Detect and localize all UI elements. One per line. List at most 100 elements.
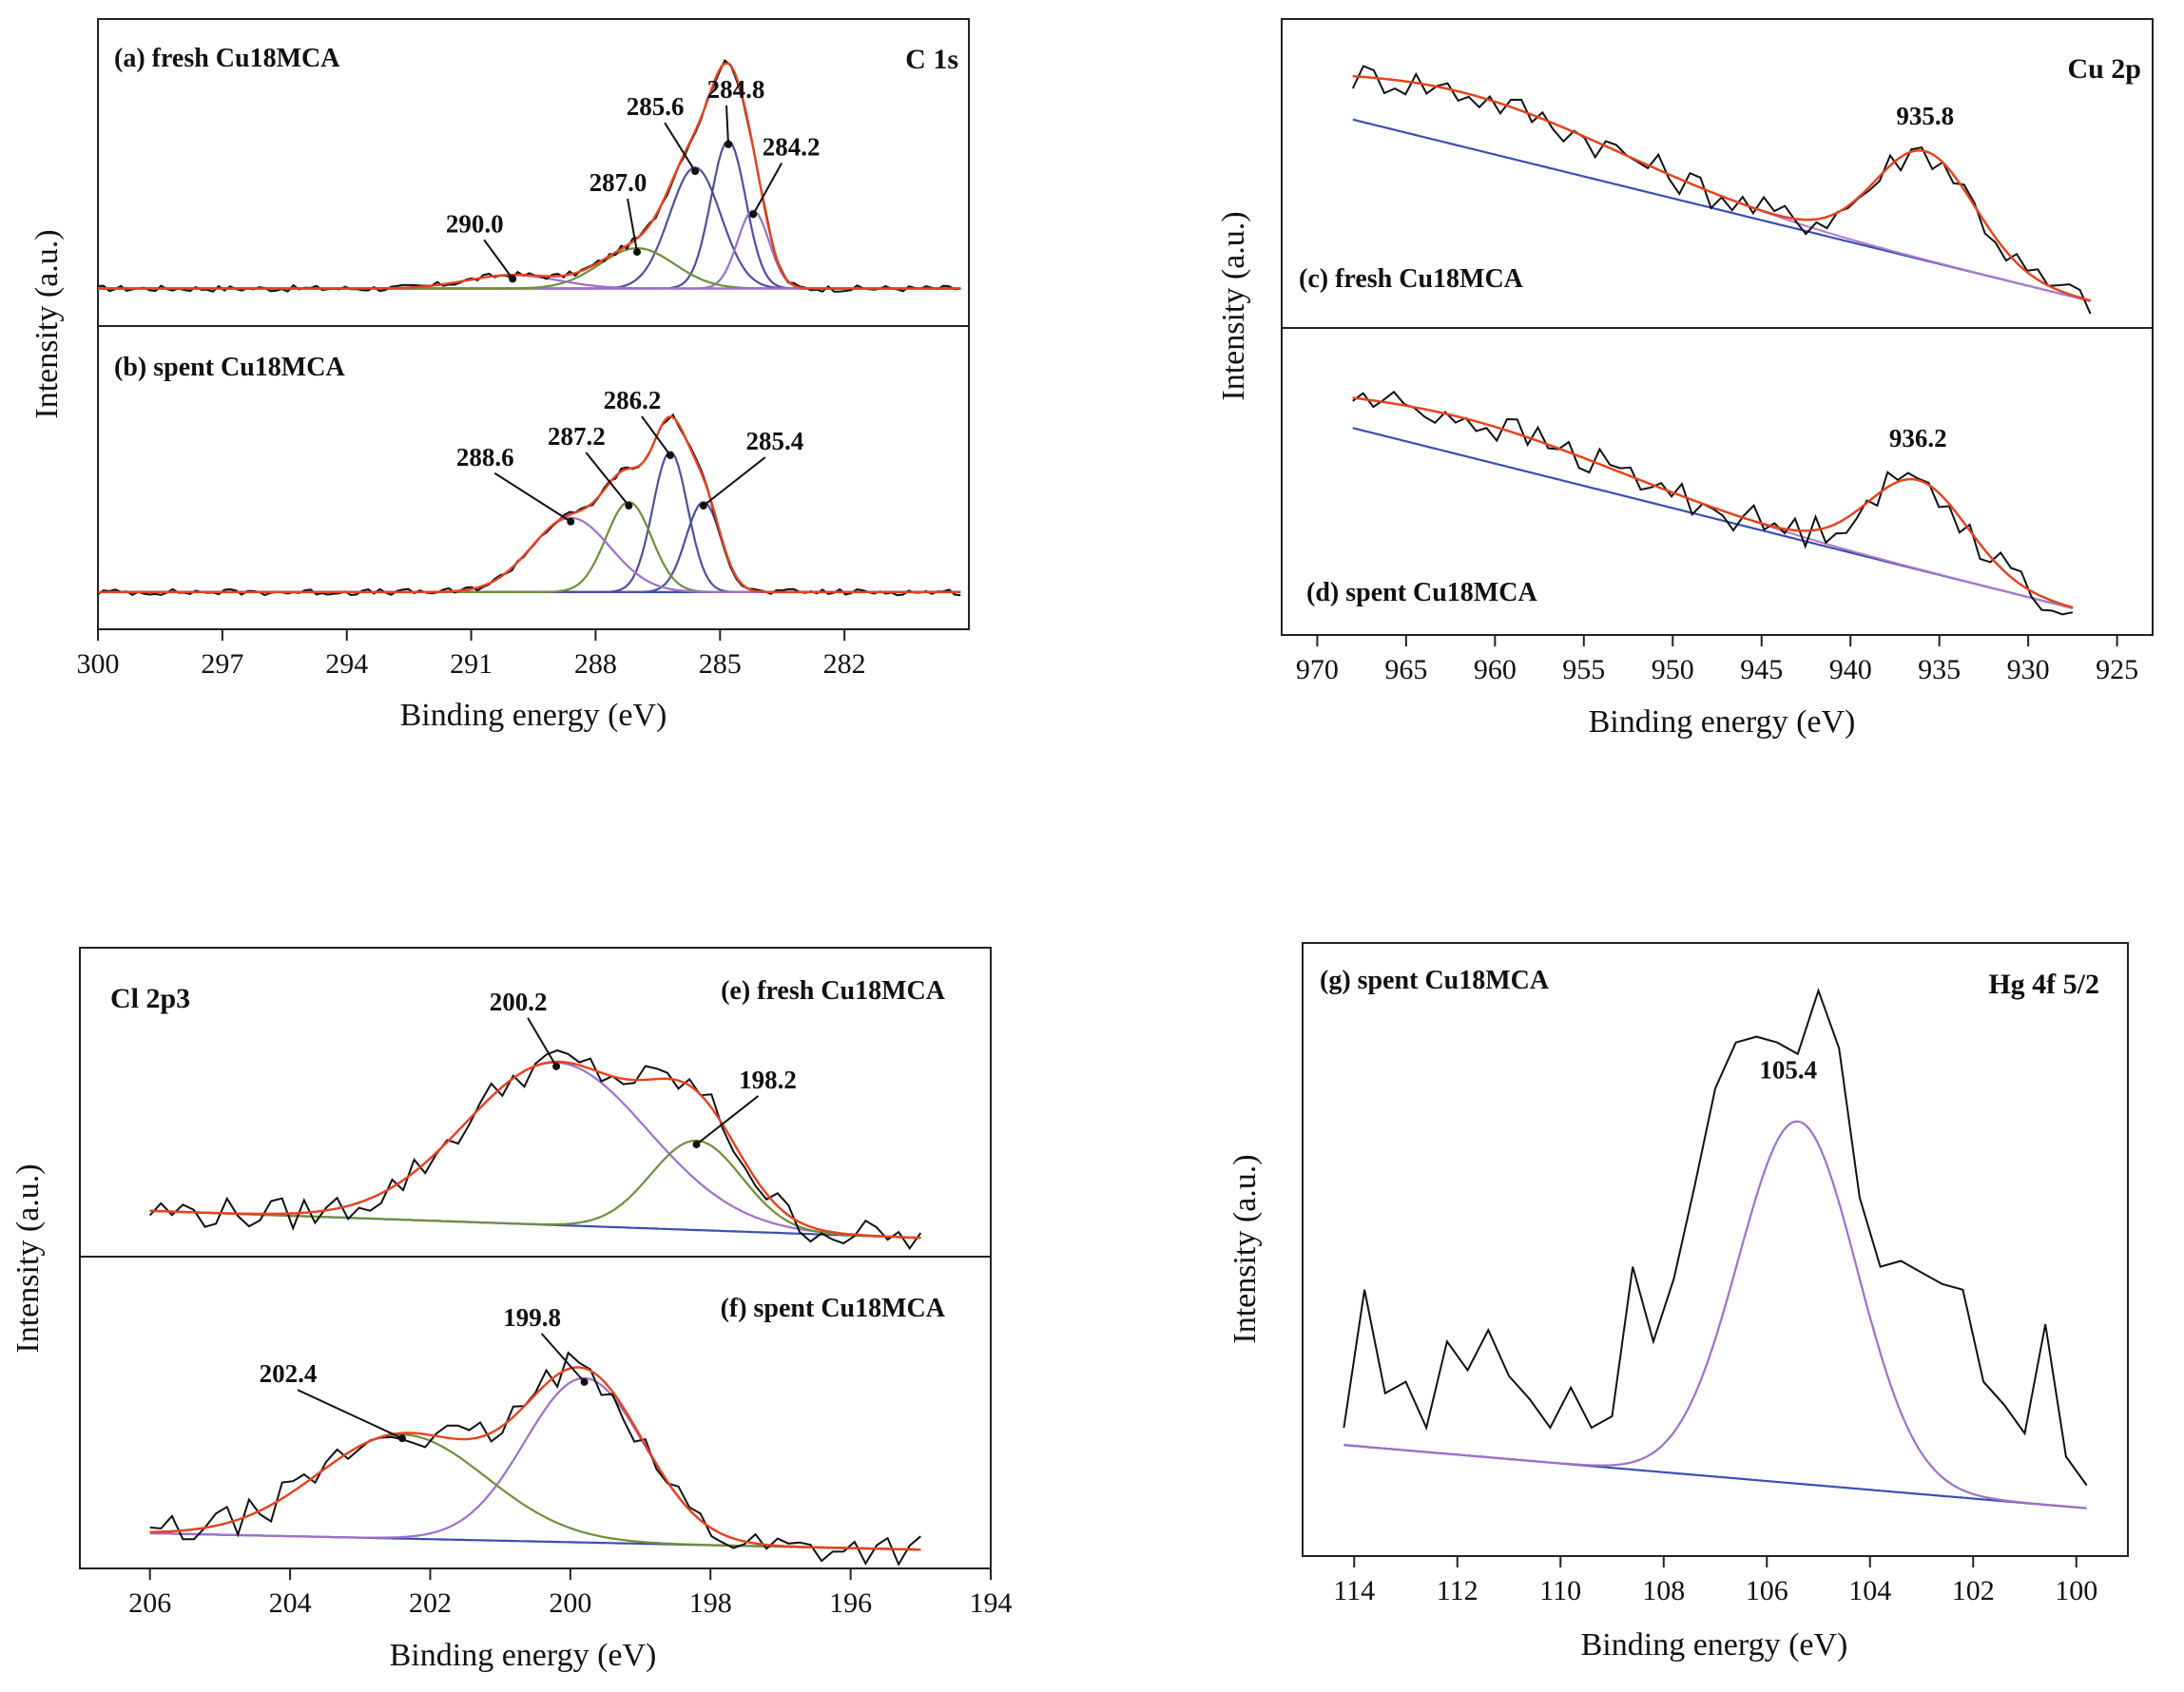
peak-label-290.0: 290.0 [446,209,504,238]
cu2p-panel-d-plot: 936.2 [1352,390,2074,616]
peak-arrow [483,239,513,279]
cl2p3-panel-e-label: (e) fresh Cu18MCA [721,976,946,1006]
peak-label-200.2: 200.2 [490,988,548,1016]
component-peak-936.2 [1352,396,2074,609]
raw-spectrum [149,1351,921,1567]
cl2p3-panel-f-label: (f) spent Cu18MCA [721,1294,946,1323]
peak-label-288.6: 288.6 [456,443,514,471]
peak-arrow [627,198,639,253]
peak-arrow [297,1389,403,1440]
c1s-panel-b-plot: 286.2 285.4 287.2 288.6 [97,386,961,597]
fit-envelope [98,415,961,594]
peak-label-286.2: 286.2 [604,386,662,414]
x-tick-label: 945 [1740,654,1783,685]
c1s-panel-a-label: (a) fresh Cu18MCA [114,44,340,73]
x-tick-label: 965 [1384,654,1427,685]
cl2p3-y-axis-title: Intensity (a.u.) [10,1163,46,1353]
c1s-frame [97,18,970,630]
peak-label-936.2: 936.2 [1889,424,1947,452]
raw-spectrum [1352,390,2074,616]
peak-arrow [641,415,671,456]
component-peak-198.2 [149,1139,921,1240]
x-tick-label: 285 [699,648,742,680]
cl2p3-panel-f-plot: 199.8 202.4 [149,1303,921,1567]
cl2p3-frame [79,947,992,1569]
c1s-panel-a-plot: 284.8 285.6 284.2 287.0 290.0 [97,59,961,293]
c1s-y-axis-title: Intensity (a.u.) [29,229,65,418]
x-tick-label: 940 [1829,654,1872,685]
c1s-region-label: C 1s [905,44,958,75]
x-tick-label: 282 [823,648,866,680]
x-tick-label: 194 [970,1587,1013,1619]
peak-label-284.2: 284.2 [763,132,821,161]
cu2p-x-axis-title: Binding energy (eV) [1589,704,1856,740]
hg4f-frame [1302,942,2129,1557]
c1s-x-axis-title: Binding energy (eV) [400,698,667,733]
chart-cl2p3: 200.2 198.2 199.8 202.4 206 204 202 200 198 196… [10,947,1013,1673]
x-tick-label: 297 [201,648,243,680]
hg4f-panel-g-label: (g) spent Cu18MCA [1320,966,1550,995]
peak-arrow [585,452,630,507]
component-peak-288.6 [98,516,961,593]
peak-arrow-head [397,1434,406,1443]
component-peak-287.0 [98,247,961,290]
peak-arrow-head [666,452,674,460]
x-tick-label: 960 [1474,654,1517,685]
fit-envelope [149,1060,921,1240]
x-tick-label: 100 [2055,1575,2097,1606]
peak-label-287.0: 287.0 [589,168,647,197]
peak-label-935.8: 935.8 [1896,102,1954,130]
background-curve [1352,396,2074,609]
cl2p3-x-axis-title: Binding energy (eV) [390,1638,657,1673]
x-tick-label: 104 [1848,1575,1891,1606]
peak-label-285.6: 285.6 [627,92,685,121]
x-tick-label: 202 [409,1587,452,1619]
peak-arrow [493,471,571,523]
x-tick-label: 106 [1746,1575,1788,1606]
c1s-x-ticks: 300 297 294 291 288 285 282 [77,629,866,680]
peak-arrow [703,456,766,507]
component-peak-284.8 [98,139,961,290]
peak-arrow-head [691,167,700,176]
fit-envelope [98,62,961,290]
component-peak-287.2 [98,500,961,593]
peak-arrow [527,1017,557,1067]
peak-arrow [664,122,696,172]
x-tick-label: 196 [829,1587,872,1619]
component-peak-199.8 [149,1376,921,1551]
x-tick-label: 288 [574,648,617,680]
component-peak-286.2 [98,451,961,593]
peak-arrow [695,1095,760,1145]
peak-label-287.2: 287.2 [548,422,606,451]
x-tick-label: 200 [549,1587,591,1619]
x-tick-label: 300 [77,648,120,680]
component-peak-105.4 [1343,1120,2087,1509]
peak-arrow-head [552,1062,561,1070]
component-peak-285.4 [98,501,961,593]
x-tick-label: 925 [2096,654,2138,685]
peak-label-199.8: 199.8 [503,1303,561,1332]
peak-arrow-head [509,275,517,283]
peak-arrow [540,1333,586,1383]
fit-envelope [149,1366,921,1551]
cu2p-region-label: Cu 2p [2067,53,2141,85]
raw-spectrum [148,1048,922,1251]
x-tick-label: 950 [1652,654,1694,685]
peak-label-202.4: 202.4 [260,1359,318,1388]
hg4f-panel-g-plot: 105.4 [1343,988,2088,1509]
peak-arrow-head [725,140,733,148]
peak-arrow-head [567,517,575,526]
x-tick-label: 970 [1296,654,1339,685]
x-tick-label: 112 [1437,1575,1479,1606]
chart-c1s: 284.8 285.6 284.2 287.0 290.0 286.2 285.4 287.… [29,18,970,733]
x-tick-label: 198 [689,1587,732,1619]
cu2p-panel-c-label: (c) fresh Cu18MCA [1299,264,1524,294]
chart-cu2p: 935.8 936.2 970 965 960 955 950 945 940 935 930 9… [1216,18,2154,740]
component-peak-202.4 [149,1433,921,1551]
chart-hg4f: 105.4 114 112 110 108 106 104 102 100 (g) spent… [1227,942,2129,1663]
fit-envelope [1352,396,2074,609]
component-peak-285.6 [98,166,961,290]
peak-label-105.4: 105.4 [1759,1056,1817,1085]
peak-arrow [752,162,783,215]
